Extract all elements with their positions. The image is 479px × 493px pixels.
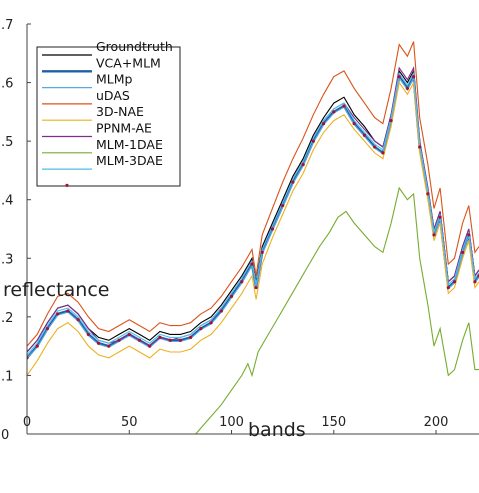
data-point — [35, 344, 39, 348]
data-point — [432, 233, 436, 237]
data-point — [397, 75, 401, 79]
data-point — [199, 326, 203, 331]
x-tick-label: 0 — [23, 415, 31, 430]
legend: GroundtruthVCA+MLMMLMpuDAS3D-NAEPPNM-AEM… — [36, 39, 181, 187]
data-point — [127, 332, 131, 337]
data-point — [117, 338, 121, 342]
y-ticks: 0 .1 .2 .3 .4 .5 .6 .7 — [1, 18, 31, 443]
x-ticks: 0 50 100 150 200 — [23, 415, 449, 434]
series-line-udas — [27, 41, 479, 347]
y-tick-label: .1 — [1, 369, 13, 384]
y-tick-label: 0 — [1, 428, 9, 443]
data-point — [250, 262, 254, 266]
data-point — [107, 344, 111, 348]
data-point — [342, 104, 346, 108]
data-point — [76, 318, 80, 322]
data-point — [178, 338, 182, 342]
legend-label-mlm-3dae: MLM-3DAE — [96, 153, 163, 168]
x-tick-label: 50 — [121, 415, 138, 430]
x-tick-label: 100 — [219, 415, 244, 430]
series-line-mlm-1dae — [194, 186, 479, 434]
data-point — [362, 133, 367, 137]
data-point — [254, 285, 258, 290]
data-point — [168, 338, 172, 342]
data-point — [301, 162, 305, 167]
data-point — [281, 203, 285, 208]
data-point — [148, 344, 152, 348]
x-axis-label: bands — [248, 419, 306, 441]
y-tick-label: .3 — [1, 252, 13, 267]
y-tick-label: .5 — [1, 135, 13, 150]
data-point — [291, 180, 295, 184]
legend-label-vca-mlm: VCA+MLM — [96, 55, 161, 70]
data-point — [352, 121, 356, 126]
data-point — [321, 121, 326, 126]
y-tick-label: .2 — [1, 311, 13, 326]
legend-label-groundtruth: Groundtruth — [96, 39, 173, 54]
data-point — [461, 250, 465, 255]
data-point — [66, 309, 70, 313]
data-point — [426, 192, 430, 196]
y-axis-label: reflectance — [3, 279, 109, 301]
legend-label-udas: uDAS — [96, 88, 130, 103]
legend-swatch-marker — [65, 183, 69, 187]
data-point — [373, 145, 377, 149]
data-point — [405, 86, 410, 91]
data-point — [219, 309, 223, 313]
data-point — [411, 75, 416, 79]
data-point — [209, 321, 213, 325]
legend-label-mlm-1dae: MLM-1DAE — [96, 137, 163, 152]
legend-label-3d-nae: 3D-NAE — [96, 104, 144, 119]
data-point — [137, 338, 142, 342]
plot-area — [27, 41, 479, 434]
data-point — [381, 151, 385, 155]
y-tick-label: .4 — [1, 194, 13, 209]
series-line-mlm-3dae — [27, 71, 479, 356]
data-point — [96, 341, 101, 345]
data-point — [418, 145, 422, 149]
data-point — [311, 139, 315, 143]
legend-label-ppnm-ae: PPNM-AE — [96, 121, 152, 136]
data-point — [438, 215, 442, 219]
data-point — [332, 110, 336, 114]
series-line-3d-nae — [27, 80, 479, 376]
data-point — [270, 227, 275, 231]
legend-label-mlmp: MLMp — [96, 72, 133, 87]
data-point — [229, 294, 234, 298]
data-point — [389, 119, 393, 123]
data-point — [56, 312, 60, 316]
data-point — [158, 335, 162, 339]
x-tick-label: 150 — [321, 415, 346, 430]
data-point — [86, 332, 90, 337]
y-tick-label: .6 — [1, 77, 13, 92]
data-point — [189, 335, 193, 339]
data-point — [467, 233, 471, 237]
data-point — [446, 285, 450, 290]
data-point — [473, 280, 477, 284]
series-marker-series — [27, 75, 479, 360]
data-point — [452, 280, 457, 284]
data-point — [260, 250, 264, 255]
y-tick-label: .7 — [1, 18, 13, 33]
data-point — [45, 326, 50, 331]
data-point — [240, 280, 244, 284]
x-tick-label: 200 — [424, 415, 449, 430]
